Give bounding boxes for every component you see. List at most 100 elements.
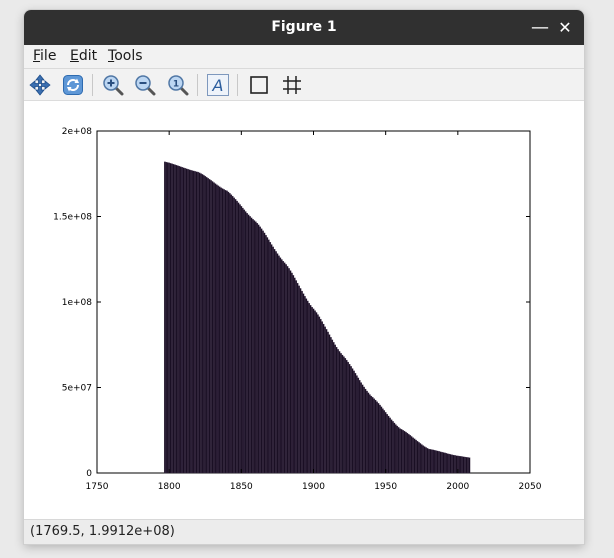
bar [439,451,442,474]
bar [345,359,348,474]
menu-edit[interactable]: Edit [70,48,97,64]
bar [253,220,256,474]
plot-canvas[interactable]: 1750 1800 1850 1900 1950 2000 2050 0 5e+07 1e+08 1… [24,101,584,519]
bar [296,282,299,474]
bar [360,382,362,474]
text-tool-glyph: A [212,76,224,95]
bar [204,176,207,474]
status-bar: (1769.5, 1.9912e+08) [24,519,584,544]
grid-icon [283,76,301,94]
bar [458,455,461,474]
menu-file[interactable]: File [33,48,56,64]
x-tick-label: 1950 [374,482,397,492]
bar [178,166,181,474]
zoom-out-icon [135,75,156,96]
bar [291,272,293,474]
bar [184,168,186,474]
bar [392,421,394,474]
close-button[interactable]: ✕ [558,18,572,37]
bar [448,453,451,474]
zoom-in-icon [103,75,124,96]
bar [315,312,318,474]
bar [429,449,432,474]
bar [428,448,430,474]
bar [402,430,404,474]
minimize-button[interactable]: — [531,17,549,38]
bar [394,424,397,474]
figure-window: Figure 1 — ✕ File Edit Tools [24,10,584,544]
bar [213,182,215,474]
zoom-out-button[interactable] [132,72,158,98]
bar [200,173,202,474]
bar [286,266,289,474]
menu-bar: File Edit Tools [24,45,584,69]
rotate-button[interactable] [60,72,86,98]
title-bar[interactable]: Figure 1 — ✕ [24,10,584,45]
bar [318,316,321,474]
bar [423,446,426,474]
zoom-reset-button[interactable]: 1 [165,72,191,98]
bar [308,303,311,474]
y-tick-label: 2e+08 [62,127,93,137]
bar [283,262,286,474]
bar [239,204,241,474]
bar [220,187,222,474]
toolbar-separator [237,74,238,96]
bar [202,175,205,474]
menu-tools[interactable]: Tools [108,48,143,64]
bar [279,257,282,474]
bar [325,329,328,474]
bar [214,183,217,474]
bar [357,377,360,474]
bar [431,449,433,474]
bar [442,452,445,474]
bar [267,239,270,474]
menu-edit-mnemonic: E [70,48,79,64]
text-tool-button[interactable]: A [205,72,231,98]
pan-button[interactable] [27,72,53,98]
bar [236,200,238,474]
axes-box-button[interactable] [246,72,272,98]
bar [363,386,365,474]
bar [324,326,326,474]
bar [337,349,339,474]
bar [201,174,204,474]
bar [319,318,322,474]
bar [260,228,263,474]
menu-tools-mnemonic: T [108,48,115,64]
menu-tools-label: ools [114,48,143,64]
bar [405,431,407,474]
bar [399,428,401,474]
bar [228,193,231,474]
bar [275,251,277,474]
bar [311,306,313,474]
bar [426,448,429,474]
bar [335,346,338,474]
bar [295,280,298,474]
bar-chart[interactable]: 1750 1800 1850 1900 1950 2000 2050 0 5e+07 1e+08 1… [24,101,584,519]
bar [240,206,243,474]
bar [250,217,253,474]
bar [265,235,267,474]
bar [165,161,168,474]
bar [309,305,312,474]
x-tick-label: 1850 [230,482,253,492]
bar [389,417,391,474]
y-tick-label: 1e+08 [62,298,93,308]
bar [247,214,250,474]
bar [244,211,247,474]
bar [329,337,332,474]
bar [367,392,370,474]
bar [420,444,423,474]
bar [163,161,166,474]
bar [381,408,384,474]
zoom-in-button[interactable] [100,72,126,98]
bar [299,288,302,474]
bar [368,394,371,474]
toolbar: 1 A [24,69,584,101]
grid-button[interactable] [279,72,305,98]
bar [259,226,261,474]
axes-box-icon [250,76,268,94]
bar [328,334,331,474]
bar [312,308,315,474]
